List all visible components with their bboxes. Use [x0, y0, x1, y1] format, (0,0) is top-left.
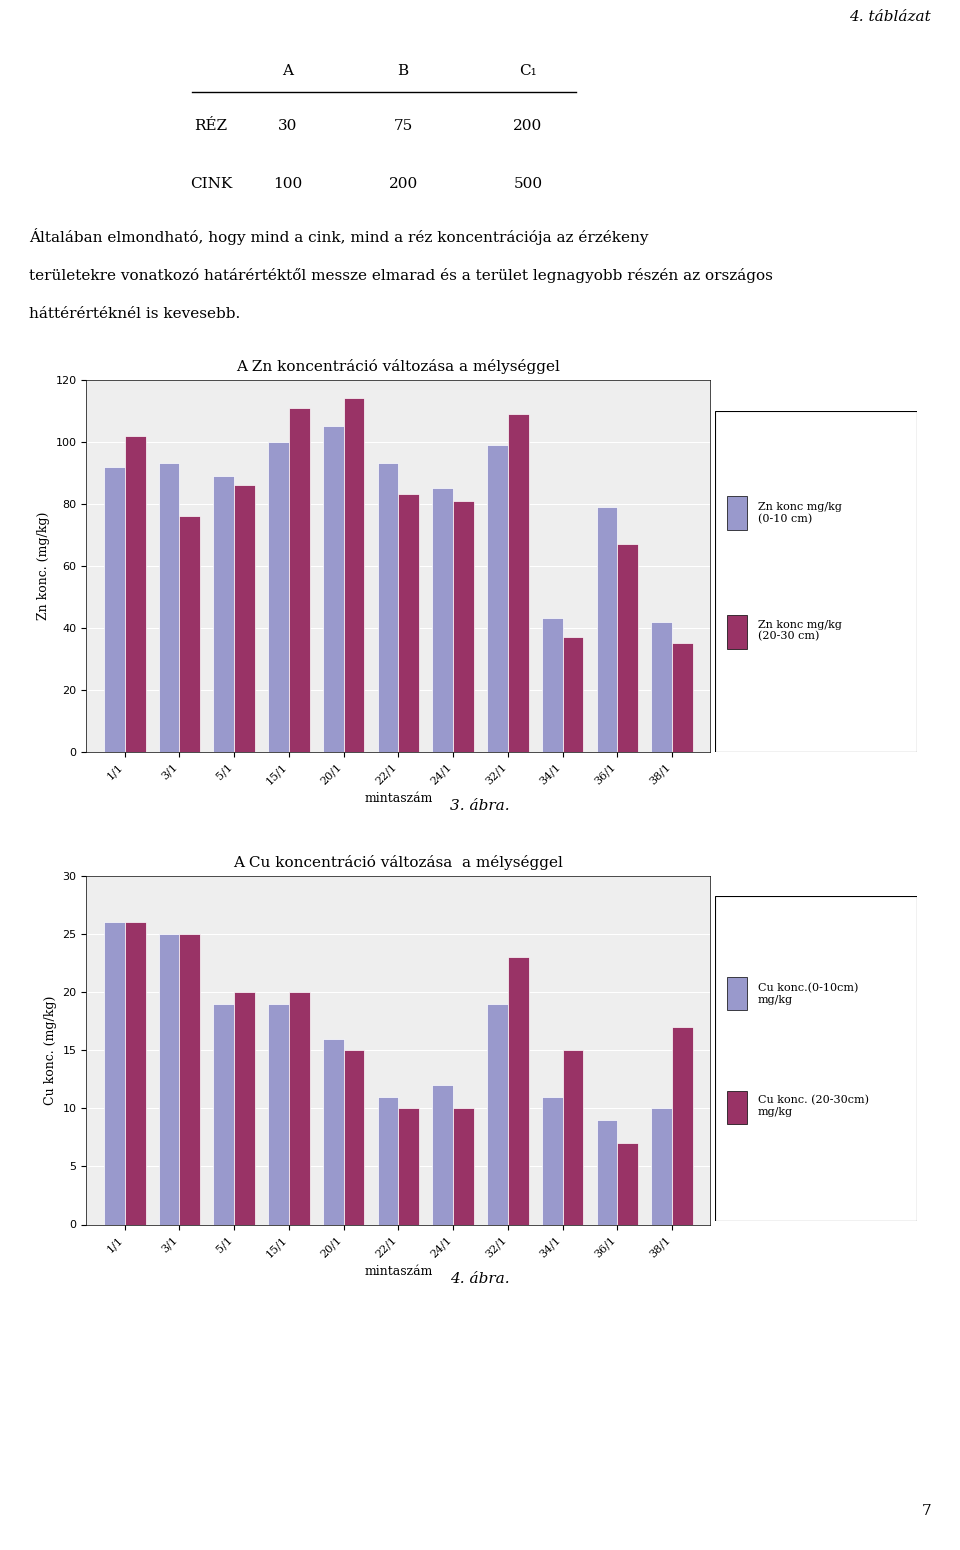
Text: területekre vonatkozó határértéktől messze elmarad és a terület legnagyobb részé: területekre vonatkozó határértéktől mess… [29, 268, 773, 282]
Bar [728, 978, 748, 1011]
Text: 100: 100 [274, 177, 302, 191]
Text: 200: 200 [514, 119, 542, 133]
Bar [180, 933, 201, 1224]
Text: 30: 30 [278, 119, 298, 133]
Bar [651, 622, 672, 752]
Bar [268, 442, 289, 752]
Bar [377, 463, 398, 752]
Bar [125, 922, 146, 1224]
Bar [377, 1097, 398, 1224]
Bar [453, 1108, 474, 1224]
Bar [432, 488, 453, 752]
Text: B: B [397, 65, 409, 79]
Text: 4. ábra.: 4. ábra. [450, 1271, 510, 1286]
Bar [617, 1144, 638, 1225]
Bar [541, 1097, 563, 1224]
Y-axis label: Cu konc. (mg/kg): Cu konc. (mg/kg) [44, 995, 57, 1105]
Text: Zn konc mg/kg
(20-30 cm): Zn konc mg/kg (20-30 cm) [757, 620, 841, 642]
Bar [728, 496, 748, 530]
Text: 4. táblázat: 4. táblázat [850, 11, 931, 25]
Bar [344, 398, 365, 752]
Text: Cu konc.(0-10cm)
mg/kg: Cu konc.(0-10cm) mg/kg [757, 983, 858, 1004]
Bar [180, 516, 201, 752]
X-axis label: mintaszám: mintaszám [364, 1265, 433, 1277]
Bar [323, 426, 344, 752]
Title: A Zn koncentráció változása a mélységgel: A Zn koncentráció változása a mélységgel [236, 360, 561, 375]
Bar [596, 507, 617, 752]
Text: A: A [282, 65, 294, 79]
Text: RÉZ: RÉZ [195, 119, 228, 133]
Text: 75: 75 [394, 119, 413, 133]
Text: 500: 500 [514, 177, 542, 191]
Bar [508, 414, 529, 752]
Bar [234, 485, 255, 752]
Bar [234, 992, 255, 1224]
Bar [289, 408, 310, 752]
Text: Általában elmondható, hogy mind a cink, mind a réz koncentrációja az érzékeny: Általában elmondható, hogy mind a cink, … [29, 228, 648, 245]
Bar [487, 1004, 508, 1224]
Bar [213, 476, 234, 752]
Bar [508, 956, 529, 1224]
Text: CINK: CINK [190, 177, 232, 191]
Bar [213, 1004, 234, 1224]
Bar [728, 1091, 748, 1124]
Bar [672, 1026, 693, 1225]
Bar [344, 1051, 365, 1224]
Text: 3. ábra.: 3. ábra. [450, 798, 510, 814]
Bar [268, 1004, 289, 1224]
Bar [158, 933, 180, 1224]
Bar [323, 1038, 344, 1224]
Text: háttérértéknél is kevesebb.: háttérértéknél is kevesebb. [29, 307, 240, 321]
Bar [728, 615, 748, 649]
Bar [651, 1108, 672, 1224]
Text: 200: 200 [389, 177, 418, 191]
Bar [487, 445, 508, 752]
Text: C₁: C₁ [519, 65, 537, 79]
Bar [453, 501, 474, 752]
Title: A Cu koncentráció változása  a mélységgel: A Cu koncentráció változása a mélységgel [233, 856, 564, 871]
Bar [398, 494, 420, 752]
Text: 7: 7 [922, 1504, 931, 1519]
Bar [563, 1051, 584, 1224]
Bar [672, 643, 693, 752]
Bar [596, 1119, 617, 1224]
Bar [617, 544, 638, 752]
Bar [563, 637, 584, 752]
Bar [289, 992, 310, 1224]
Bar [104, 467, 125, 752]
Bar [125, 436, 146, 752]
Bar [158, 463, 180, 752]
Text: Zn konc mg/kg
(0-10 cm): Zn konc mg/kg (0-10 cm) [757, 502, 841, 524]
Bar [432, 1085, 453, 1224]
Y-axis label: Zn konc. (mg/kg): Zn konc. (mg/kg) [37, 512, 50, 620]
Bar [104, 922, 125, 1224]
X-axis label: mintaszám: mintaszám [364, 792, 433, 804]
Bar [398, 1108, 420, 1224]
Bar [541, 618, 563, 752]
Text: Cu konc. (20-30cm)
mg/kg: Cu konc. (20-30cm) mg/kg [757, 1094, 869, 1118]
